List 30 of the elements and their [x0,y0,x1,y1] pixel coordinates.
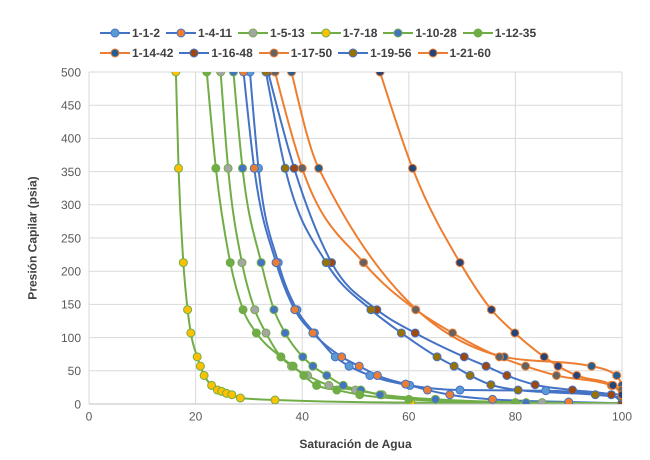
legend-label: 1-7-18 [342,26,378,40]
y-tick-label: 50 [68,364,82,378]
y-tick-label: 250 [60,231,82,246]
legend-label: 1-10-28 [415,26,457,40]
x-tick-label: 0 [86,410,93,424]
y-tick-label: 300 [60,198,82,212]
y-tick-label: 200 [60,264,82,278]
x-tick-label: 80 [508,410,522,424]
x-tick-label: 20 [188,410,203,424]
legend-label: 1-5-13 [270,26,305,40]
legend-label: 1-21-60 [450,46,491,60]
y-tick-label: 350 [60,164,82,179]
legend-label: 1-14-42 [132,46,174,60]
legend-label: 1-19-56 [370,46,412,60]
legend-label: 1-12-35 [494,26,536,40]
y-tick-label: 150 [60,298,82,312]
x-tick-label: 100 [612,410,632,424]
x-axis-title: Saturación de Agua [299,437,412,451]
legend-label: 1-17-50 [290,46,332,60]
x-tick-label: 40 [296,410,310,424]
legend-label: 1-4-11 [198,26,232,40]
y-axis-title: Presión Capilar (psia) [25,176,40,300]
legend-label: 1-16-48 [211,46,253,60]
y-tick-label: 500 [60,65,82,80]
x-tick-label: 60 [402,410,416,424]
y-tick-label: 400 [60,132,82,146]
y-tick-label: 450 [60,98,82,112]
y-tick-label: 100 [60,330,82,345]
y-tick-label: 0 [74,397,82,412]
legend-label: 1-1-2 [132,26,160,40]
